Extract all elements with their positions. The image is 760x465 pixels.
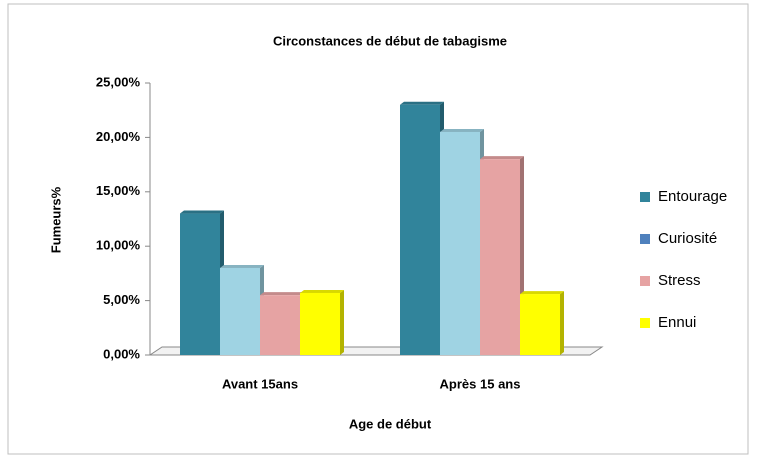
legend-label: Curiosité [658, 230, 717, 247]
y-tick-label: 15,00% [96, 183, 141, 198]
bar-top [300, 289, 344, 293]
bar-top [520, 291, 564, 295]
legend-label: Stress [658, 272, 701, 289]
legend-label: Entourage [658, 188, 727, 205]
chart-title: Circonstances de début de tabagisme [273, 33, 507, 48]
x-axis-title: Age de début [349, 416, 432, 431]
bar [520, 294, 560, 355]
bar-top [260, 292, 304, 296]
bar-top [400, 101, 444, 105]
y-tick-label: 5,00% [103, 292, 140, 307]
legend-label: Ennui [658, 314, 696, 331]
legend-swatch [640, 318, 650, 328]
x-tick-label: Avant 15ans [222, 376, 298, 391]
bar [440, 131, 480, 355]
bar [300, 292, 340, 355]
bar [260, 295, 300, 355]
bar-top [220, 264, 264, 268]
bar-top [440, 128, 484, 132]
bar-top [180, 210, 224, 214]
bar-top [480, 156, 524, 160]
legend-swatch [640, 192, 650, 202]
bar-side [340, 289, 344, 355]
chart-frame [7, 3, 749, 455]
bar [220, 267, 260, 355]
bar [180, 213, 220, 355]
bar-side [560, 291, 564, 355]
bar [400, 104, 440, 355]
y-tick-label: 25,00% [96, 74, 141, 89]
x-tick-label: Après 15 ans [440, 376, 521, 391]
bar [480, 159, 520, 355]
y-tick-label: 20,00% [96, 129, 141, 144]
y-tick-label: 0,00% [103, 346, 140, 361]
legend-swatch [640, 234, 650, 244]
y-axis-title: Fumeurs% [48, 186, 63, 253]
legend-swatch [640, 276, 650, 286]
y-tick-label: 10,00% [96, 238, 141, 253]
